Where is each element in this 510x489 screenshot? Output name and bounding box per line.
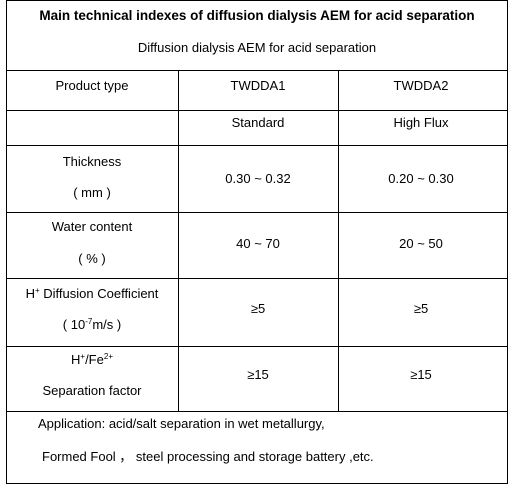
application-line-2: Formed Fool ， steel processing and stora…	[42, 449, 374, 464]
separation-factor-twdda2: ≥15	[410, 367, 432, 382]
column-divider	[338, 70, 339, 412]
column-divider	[178, 70, 179, 412]
thickness-twdda2: 0.20 ~ 0.30	[388, 171, 454, 186]
row-divider	[6, 346, 508, 347]
separation-factor-label: Separation factor	[42, 383, 142, 398]
row-divider	[6, 70, 508, 71]
row-divider	[6, 411, 508, 412]
separation-factor-twdda1: ≥15	[247, 367, 269, 382]
application-line-1: Application: acid/salt separation in wet…	[38, 416, 325, 431]
thickness-label: Thickness	[62, 154, 122, 169]
separation-factor-ions: H+/Fe2+	[71, 352, 113, 367]
row-divider	[6, 212, 508, 213]
diffusion-coefficient-label: H+ Diffusion Coefficient	[25, 286, 159, 301]
table-title: Main technical indexes of diffusion dial…	[39, 8, 475, 23]
table-border-top	[6, 0, 508, 1]
thickness-unit: ( mm )	[73, 185, 111, 200]
diffusion-coefficient-twdda2: ≥5	[413, 301, 429, 316]
diffusion-coefficient-unit: ( 10-7m/s )	[62, 317, 122, 332]
grade-high-flux: High Flux	[393, 115, 449, 130]
spec-table: Main technical indexes of diffusion dial…	[6, 0, 508, 484]
model-twdda2: TWDDA2	[393, 78, 449, 93]
diffusion-coefficient-twdda1: ≥5	[250, 301, 266, 316]
water-content-twdda2: 20 ~ 50	[399, 236, 443, 251]
table-border-left	[6, 0, 7, 484]
grade-standard: Standard	[231, 115, 285, 130]
row-divider	[6, 145, 508, 146]
table-border-bottom	[6, 483, 508, 484]
water-content-label: Water content	[51, 219, 133, 234]
water-content-twdda1: 40 ~ 70	[236, 236, 280, 251]
row-divider	[6, 278, 508, 279]
thickness-twdda1: 0.30 ~ 0.32	[225, 171, 291, 186]
model-twdda1: TWDDA1	[230, 78, 286, 93]
row-divider	[6, 110, 508, 111]
product-type-label: Product type	[55, 78, 129, 93]
table-border-right	[507, 0, 508, 484]
table-subtitle: Diffusion dialysis AEM for acid separati…	[137, 40, 377, 55]
water-content-unit: ( % )	[78, 251, 106, 266]
